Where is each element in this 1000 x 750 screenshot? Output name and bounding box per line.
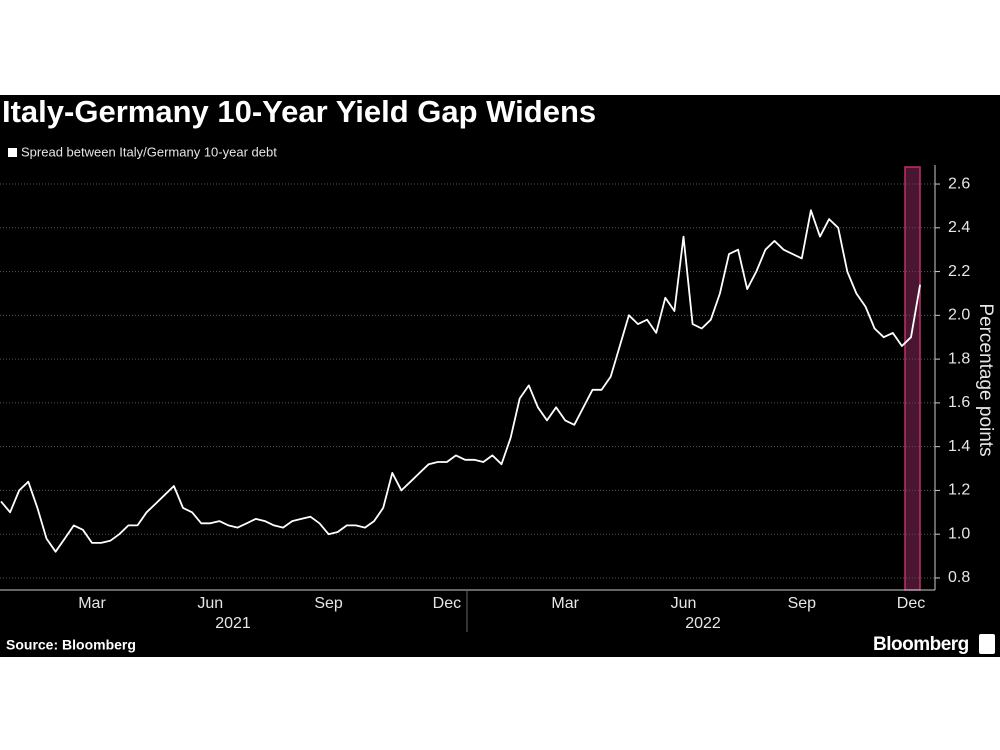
y-tick-label: 0.8 [948,569,970,586]
y-tick-label: 1.0 [948,525,970,542]
x-tick-label: Dec [897,595,925,612]
y-tick-label: 1.4 [948,438,970,455]
x-tick-label: Sep [788,595,817,612]
brand: Bloomberg [873,634,969,655]
x-group-label: 2022 [685,615,721,632]
legend-swatch [8,148,17,157]
x-tick-label: Mar [551,595,579,612]
y-axis-label: Percentage points [975,303,996,456]
highlight-band [904,166,921,591]
y-tick-label: 2.2 [948,263,970,280]
y-tick-label: 1.2 [948,482,970,499]
legend-label: Spread between Italy/Germany 10-year deb… [21,144,277,159]
x-tick-label: Jun [671,595,697,612]
source: Source: Bloomberg [6,637,136,653]
x-tick-label: Mar [78,595,106,612]
y-tick-label: 2.4 [948,219,970,236]
x-tick-label: Jun [197,595,223,612]
x-tick-label: Sep [314,595,343,612]
y-tick-label: 1.6 [948,394,970,411]
x-group-label: 2021 [215,615,251,632]
y-tick-label: 2.0 [948,307,970,324]
x-tick-label: Dec [433,595,461,612]
y-tick-label: 2.6 [948,175,970,192]
line [0,209,921,553]
background [0,95,1000,657]
brand-icon [979,634,995,654]
y-tick-label: 1.8 [948,350,970,367]
chart-title: Italy-Germany 10-Year Yield Gap Widens [2,94,596,129]
